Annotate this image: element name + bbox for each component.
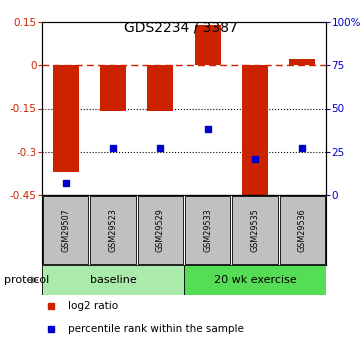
- Text: 20 wk exercise: 20 wk exercise: [214, 275, 296, 285]
- Bar: [232, 196, 278, 264]
- Bar: [42, 265, 184, 295]
- Text: GSM29507: GSM29507: [61, 208, 70, 252]
- Text: GSM29536: GSM29536: [298, 208, 307, 252]
- Text: GDS2234 / 3387: GDS2234 / 3387: [123, 20, 238, 34]
- Bar: [53, 65, 79, 172]
- Bar: [100, 65, 126, 111]
- Bar: [289, 59, 316, 65]
- Text: protocol: protocol: [4, 275, 49, 285]
- Bar: [280, 196, 325, 264]
- Bar: [195, 25, 221, 65]
- Bar: [184, 265, 326, 295]
- Bar: [147, 65, 173, 111]
- Text: baseline: baseline: [90, 275, 136, 285]
- Text: GSM29523: GSM29523: [109, 208, 117, 252]
- Text: GSM29529: GSM29529: [156, 208, 165, 252]
- Bar: [242, 65, 268, 201]
- Text: percentile rank within the sample: percentile rank within the sample: [68, 324, 243, 334]
- Bar: [138, 196, 183, 264]
- Bar: [90, 196, 136, 264]
- Text: GSM29535: GSM29535: [251, 208, 260, 252]
- Text: log2 ratio: log2 ratio: [68, 301, 118, 311]
- Bar: [185, 196, 230, 264]
- Text: GSM29533: GSM29533: [203, 208, 212, 252]
- Bar: [43, 196, 88, 264]
